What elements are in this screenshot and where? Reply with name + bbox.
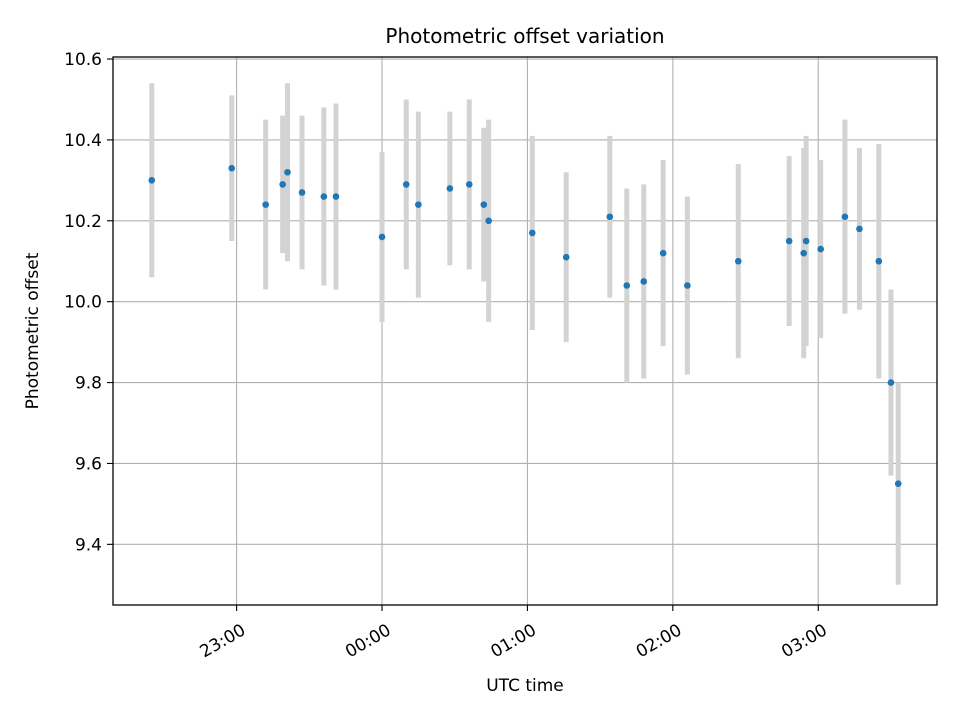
y-tick-label: 10.4: [64, 131, 102, 151]
y-tick-label: 9.4: [75, 535, 102, 555]
data-point: [817, 245, 824, 253]
data-point: [480, 201, 488, 208]
data-point: [465, 181, 473, 188]
data-point: [562, 253, 570, 261]
data-point: [148, 177, 156, 184]
data-point: [446, 185, 454, 192]
data-point: [734, 257, 742, 265]
data-point: [887, 379, 895, 386]
grid: [113, 57, 937, 605]
data-point: [659, 249, 667, 257]
data-point: [785, 237, 793, 245]
data-point: [894, 480, 902, 487]
data-point: [402, 181, 410, 188]
y-tick-label: 9.6: [75, 454, 102, 474]
y-tick-label: 10.2: [64, 212, 102, 232]
data-point: [320, 193, 328, 200]
data-point: [284, 168, 291, 176]
data-point: [378, 233, 386, 241]
data-point: [298, 189, 306, 196]
data-point: [802, 237, 810, 245]
plot-frame: [112, 56, 938, 606]
data-point: [623, 282, 631, 289]
data-point: [684, 282, 691, 289]
x-axis-label: UTC time: [486, 676, 564, 696]
data-point: [640, 278, 648, 285]
chart-title: Photometric offset variation: [385, 24, 664, 48]
y-axis: 9.4 9.6 9.8 10.0 10.2 10.4 10.6: [64, 50, 113, 555]
y-axis-label: Photometric offset: [23, 252, 43, 409]
y-tick-label: 10.0: [64, 293, 102, 313]
data-point: [332, 193, 340, 200]
y-tick-label: 9.8: [75, 374, 102, 394]
data-point: [841, 213, 849, 221]
y-tick-label: 10.6: [64, 50, 102, 70]
data-point: [606, 213, 614, 221]
data-point: [262, 201, 269, 208]
data-point: [228, 164, 236, 172]
data-point: [415, 201, 422, 208]
data-point: [800, 249, 808, 257]
data-points: [148, 164, 902, 487]
data-point: [485, 217, 492, 225]
data-point: [875, 257, 883, 265]
data-point: [528, 229, 536, 237]
data-point: [856, 225, 863, 233]
data-point: [279, 181, 286, 188]
